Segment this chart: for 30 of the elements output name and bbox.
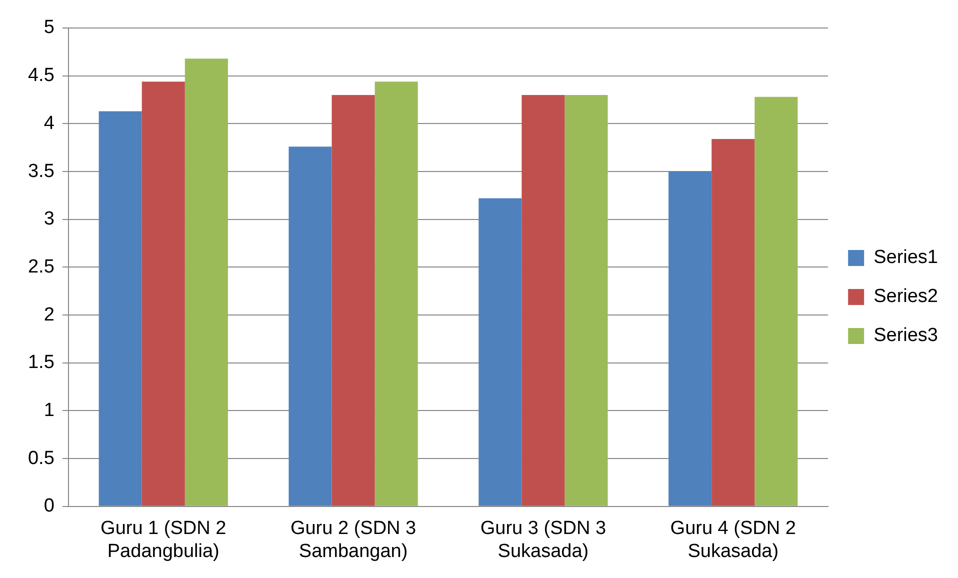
x-tick-label: Guru 4 (SDN 2 Sukasada) (670, 518, 796, 562)
x-tick-label: Guru 3 (SDN 3 Sukasada) (480, 518, 606, 562)
x-tick-label: Guru 2 (SDN 3 Sambangan) (290, 518, 416, 562)
bar (374, 82, 418, 506)
y-tick-label: 5 (44, 17, 54, 38)
y-tick-label: 2.5 (28, 256, 54, 278)
y-tick-label: 2 (44, 304, 54, 326)
bar (754, 96, 798, 506)
bar (564, 94, 608, 506)
y-tick-label: 3.5 (28, 160, 54, 182)
bar (288, 146, 332, 506)
y-tick-label: 0 (44, 496, 54, 517)
bar (522, 94, 565, 506)
y-tick-label: 0.5 (28, 448, 54, 469)
bar (332, 94, 375, 506)
y-tick-label: 1 (44, 400, 54, 421)
bar (184, 58, 228, 506)
bar (668, 172, 712, 506)
legend-label: Series3 (874, 325, 938, 346)
bar (142, 82, 185, 506)
y-tick-label: 1.5 (28, 352, 54, 374)
bar (478, 198, 522, 506)
x-tick-label: Guru 1 (SDN 2 Padangbulia) (100, 518, 226, 562)
legend-label: Series1 (874, 247, 938, 268)
bar (98, 111, 142, 506)
y-tick-label: 4 (44, 112, 55, 134)
y-tick-label: 3 (44, 208, 54, 230)
bar (712, 138, 755, 506)
y-tick-label: 4.5 (28, 65, 54, 86)
legend-label: Series2 (874, 286, 938, 308)
